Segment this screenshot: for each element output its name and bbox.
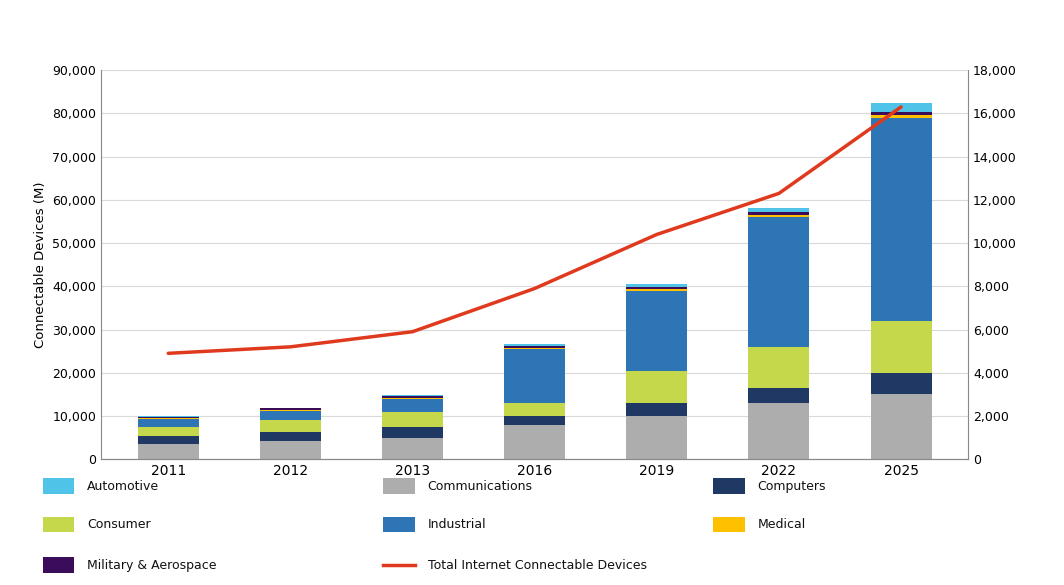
Text: Consumer: Consumer <box>87 518 151 531</box>
Bar <box>260 408 321 410</box>
Bar <box>137 427 199 436</box>
Bar <box>137 418 199 419</box>
FancyBboxPatch shape <box>383 517 415 532</box>
Bar <box>382 438 443 459</box>
Total Internet Connectable Devices <box>650 231 663 238</box>
Bar <box>870 394 932 459</box>
Bar <box>137 444 199 459</box>
Bar <box>748 212 810 215</box>
Bar <box>382 395 443 396</box>
Text: Industrial: Industrial <box>428 518 486 531</box>
FancyBboxPatch shape <box>713 479 745 494</box>
Total Internet Connectable Devices <box>406 328 419 335</box>
FancyBboxPatch shape <box>43 479 74 494</box>
Bar <box>260 410 321 411</box>
FancyBboxPatch shape <box>43 517 74 532</box>
Bar <box>382 396 443 398</box>
Bar <box>260 420 321 432</box>
Bar <box>504 425 565 459</box>
Bar <box>870 373 932 394</box>
Bar <box>748 217 810 347</box>
Bar <box>382 398 443 399</box>
Text: Computers: Computers <box>758 480 826 493</box>
Line: Total Internet Connectable Devices: Total Internet Connectable Devices <box>168 107 901 353</box>
Bar <box>137 436 199 444</box>
Text: Communications: Communications <box>428 480 533 493</box>
Bar <box>504 403 565 416</box>
Text: IHS- Extended Forecast - Internet Connectable Devices - Installed Base & New Shi: IHS- Extended Forecast - Internet Connec… <box>14 23 781 38</box>
Bar <box>627 284 687 287</box>
Bar <box>627 416 687 459</box>
Bar <box>504 349 565 403</box>
Text: Military & Aerospace: Military & Aerospace <box>87 559 217 572</box>
Total Internet Connectable Devices <box>772 190 785 197</box>
Bar <box>748 388 810 403</box>
Total Internet Connectable Devices <box>528 285 541 292</box>
Bar <box>748 215 810 217</box>
Bar <box>870 118 932 321</box>
Bar <box>627 371 687 403</box>
Bar <box>870 103 932 112</box>
Bar <box>627 291 687 371</box>
Total Internet Connectable Devices <box>284 343 297 350</box>
Bar <box>748 403 810 459</box>
FancyBboxPatch shape <box>383 479 415 494</box>
Bar <box>260 441 321 459</box>
Bar <box>627 287 687 289</box>
Bar <box>382 399 443 412</box>
Bar <box>870 115 932 118</box>
Y-axis label: Connectable Devices (M): Connectable Devices (M) <box>34 181 47 348</box>
Total Internet Connectable Devices <box>162 350 174 357</box>
Bar <box>504 346 565 347</box>
Total Internet Connectable Devices <box>895 104 908 111</box>
Text: Medical: Medical <box>758 518 805 531</box>
Bar <box>260 432 321 441</box>
Bar <box>382 427 443 438</box>
Bar <box>748 347 810 388</box>
Bar <box>627 289 687 291</box>
Bar <box>748 208 810 212</box>
Text: Automotive: Automotive <box>87 480 160 493</box>
Bar <box>382 412 443 427</box>
Bar <box>870 112 932 115</box>
Bar <box>504 347 565 349</box>
Bar <box>137 417 199 418</box>
Text: Total Internet Connectable Devices: Total Internet Connectable Devices <box>428 559 647 572</box>
FancyBboxPatch shape <box>43 558 74 573</box>
Bar <box>137 419 199 427</box>
Bar <box>260 411 321 420</box>
Bar <box>627 403 687 416</box>
Bar <box>504 344 565 346</box>
Bar <box>870 321 932 373</box>
Bar <box>504 416 565 425</box>
FancyBboxPatch shape <box>713 517 745 532</box>
